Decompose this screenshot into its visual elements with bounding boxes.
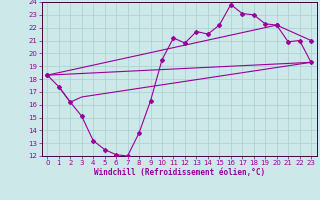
X-axis label: Windchill (Refroidissement éolien,°C): Windchill (Refroidissement éolien,°C) xyxy=(94,168,265,177)
